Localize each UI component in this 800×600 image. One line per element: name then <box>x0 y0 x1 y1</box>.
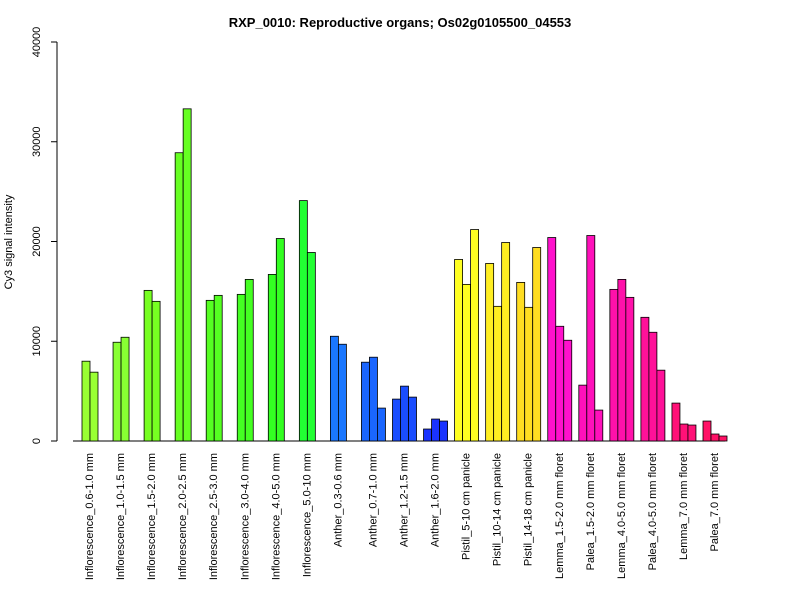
bar <box>609 288 619 442</box>
bar <box>369 356 378 442</box>
bar <box>377 407 386 442</box>
category-label: Inflorescence_4.0-5.0 mm <box>270 453 282 580</box>
category-label: Lemma_4.0-5.0 mm floret <box>616 453 628 579</box>
y-tick-label: 20000 <box>31 226 43 257</box>
bar <box>485 263 495 442</box>
bar <box>361 361 370 442</box>
bar <box>625 296 635 442</box>
category-label: Anther_1.2-1.5 mm <box>399 453 411 547</box>
bar <box>89 371 99 442</box>
category-label: Inflorescence_0.6-1.0 mm <box>84 453 96 580</box>
category-label: Palea_1.5-2.0 mm floret <box>585 453 597 570</box>
bar <box>547 237 557 442</box>
bar <box>120 336 130 442</box>
y-tick-label: 10000 <box>31 326 43 357</box>
bar <box>329 335 339 442</box>
bar <box>306 252 316 442</box>
bar <box>555 325 565 442</box>
category-label: Lemma_1.5-2.0 mm floret <box>554 453 566 579</box>
bar <box>392 398 401 442</box>
category-label: Anther_0.3-0.6 mm <box>332 453 344 547</box>
category-label: Inflorescence_2.0-2.5 mm <box>177 453 189 580</box>
bar <box>423 428 432 442</box>
bar <box>431 418 440 442</box>
chart-title: RXP_0010: Reproductive organs; Os02g0105… <box>229 15 572 30</box>
bar <box>143 289 153 442</box>
category-label: Lemma_7.0 mm floret <box>678 453 690 560</box>
bar <box>408 396 417 442</box>
bar <box>586 235 596 442</box>
bar <box>687 424 697 442</box>
bar <box>205 299 215 442</box>
bar <box>578 384 588 442</box>
bar <box>679 423 689 442</box>
category-label: Inflorescence_1.5-2.0 mm <box>146 453 158 580</box>
category-label: Anther_0.7-1.0 mm <box>367 453 379 547</box>
category-label: Inflorescence_2.5-3.0 mm <box>208 453 220 580</box>
category-label: Inflorescence_3.0-4.0 mm <box>239 453 251 580</box>
y-axis-label: Cy3 signal intensity <box>3 194 15 289</box>
bar <box>524 306 534 442</box>
y-tick-label: 40000 <box>31 27 43 58</box>
bar <box>718 435 728 442</box>
bar <box>462 283 472 442</box>
bar <box>213 294 223 442</box>
bar <box>702 420 712 442</box>
category-labels: Inflorescence_0.6-1.0 mm Inflorescence_1.… <box>84 453 721 580</box>
y-tick-label: 0 <box>31 438 43 444</box>
bar <box>454 259 464 442</box>
bar <box>182 108 192 442</box>
bar <box>501 242 511 442</box>
bar <box>594 409 604 442</box>
y-tick-label: 30000 <box>31 126 43 157</box>
bar <box>563 339 573 442</box>
bar <box>267 274 277 442</box>
bar <box>671 402 681 442</box>
bar <box>516 281 526 442</box>
bar <box>470 229 480 442</box>
bar <box>112 341 122 442</box>
bar <box>151 300 161 442</box>
bar <box>532 247 542 442</box>
category-label: Palea_7.0 mm floret <box>709 453 721 551</box>
bar <box>710 433 720 442</box>
bar <box>337 343 347 442</box>
bar <box>298 200 308 442</box>
bar <box>656 369 666 442</box>
category-label: Pistil_10-14 cm panicle <box>492 453 504 566</box>
bar <box>617 279 627 442</box>
bar <box>244 279 254 442</box>
bar <box>648 331 658 442</box>
bar <box>400 385 409 442</box>
bar <box>81 360 91 442</box>
category-label: Pistil_5-10 cm panicle <box>461 453 473 560</box>
bar <box>439 420 448 442</box>
bars <box>81 108 728 442</box>
y-axis: 0 10000 20000 30000 40000 <box>31 27 58 444</box>
bar <box>275 238 285 442</box>
bar <box>174 152 184 442</box>
category-label: Palea_4.0-5.0 mm floret <box>647 453 659 570</box>
bar <box>493 305 503 442</box>
category-label: Inflorescence_1.0-1.5 mm <box>115 453 127 580</box>
bar <box>236 293 246 442</box>
bar <box>640 316 650 442</box>
category-label: Anther_1.6-2.0 mm <box>430 453 442 547</box>
category-label: Pistil_14-18 cm panicle <box>523 453 535 566</box>
category-label: Inflorescence_5.0-10 mm <box>301 453 313 577</box>
